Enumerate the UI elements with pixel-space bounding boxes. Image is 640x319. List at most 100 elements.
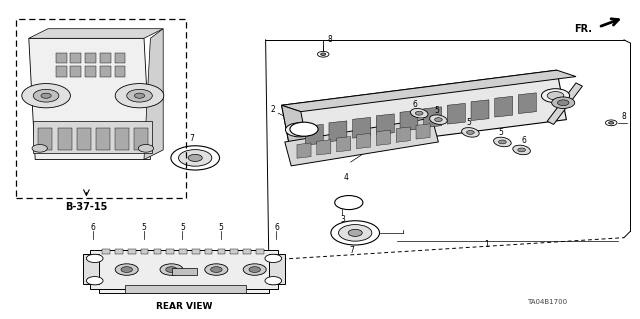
Polygon shape <box>547 83 582 124</box>
Text: B-37-15: B-37-15 <box>65 202 108 212</box>
Text: 5: 5 <box>180 223 185 232</box>
Bar <box>243 249 251 254</box>
Circle shape <box>467 130 474 134</box>
Bar <box>96 128 110 150</box>
Polygon shape <box>376 114 394 135</box>
Ellipse shape <box>429 115 447 124</box>
Circle shape <box>285 123 314 137</box>
Bar <box>85 53 96 63</box>
Text: 6: 6 <box>90 223 95 232</box>
Polygon shape <box>337 137 351 152</box>
Circle shape <box>86 254 103 263</box>
Bar <box>52 54 132 89</box>
Polygon shape <box>29 38 150 160</box>
Bar <box>141 249 148 254</box>
Ellipse shape <box>461 128 479 137</box>
Polygon shape <box>144 29 163 160</box>
Polygon shape <box>495 96 513 117</box>
Polygon shape <box>471 100 489 121</box>
Polygon shape <box>29 29 163 38</box>
Polygon shape <box>376 130 390 145</box>
Bar <box>269 254 285 284</box>
Circle shape <box>609 122 614 124</box>
Text: 6: 6 <box>274 223 279 232</box>
Circle shape <box>435 118 442 122</box>
Circle shape <box>415 111 423 115</box>
Text: 5: 5 <box>466 118 471 127</box>
Circle shape <box>243 264 266 275</box>
Circle shape <box>171 146 220 170</box>
Text: TA04B1700: TA04B1700 <box>527 300 567 305</box>
Bar <box>115 128 129 150</box>
Bar <box>128 249 136 254</box>
Bar <box>205 249 212 254</box>
Bar <box>125 285 246 293</box>
Text: 5: 5 <box>218 223 223 232</box>
Circle shape <box>32 145 47 152</box>
Polygon shape <box>518 93 536 114</box>
Bar <box>70 66 81 77</box>
Text: REAR VIEW: REAR VIEW <box>156 302 212 311</box>
Bar <box>218 249 225 254</box>
Bar <box>90 250 278 289</box>
Circle shape <box>138 145 154 152</box>
Circle shape <box>33 89 59 102</box>
Circle shape <box>179 150 212 166</box>
Circle shape <box>605 120 617 126</box>
Circle shape <box>115 84 164 108</box>
Circle shape <box>265 254 282 263</box>
Text: 8: 8 <box>327 35 332 44</box>
Polygon shape <box>447 103 465 124</box>
Circle shape <box>22 84 70 108</box>
Bar <box>100 66 111 77</box>
Circle shape <box>41 93 51 98</box>
Polygon shape <box>305 124 323 145</box>
Circle shape <box>121 267 132 272</box>
Polygon shape <box>285 118 438 166</box>
Polygon shape <box>317 140 331 155</box>
Bar <box>192 249 200 254</box>
Circle shape <box>205 264 228 275</box>
Circle shape <box>166 267 177 272</box>
Text: 7: 7 <box>349 246 355 255</box>
Text: 7: 7 <box>189 134 195 143</box>
Bar <box>85 66 96 77</box>
Circle shape <box>348 229 362 236</box>
Polygon shape <box>282 70 566 155</box>
Bar <box>115 249 123 254</box>
Text: 6: 6 <box>521 137 526 145</box>
Circle shape <box>134 93 145 98</box>
Bar <box>56 66 67 77</box>
Circle shape <box>290 122 318 136</box>
Circle shape <box>518 148 525 152</box>
Text: 5: 5 <box>434 106 439 115</box>
Ellipse shape <box>493 137 511 147</box>
Bar <box>56 53 67 63</box>
Bar <box>172 268 197 275</box>
Polygon shape <box>416 124 430 139</box>
Circle shape <box>499 140 506 144</box>
Polygon shape <box>329 121 347 142</box>
Circle shape <box>86 277 103 285</box>
Bar <box>70 53 81 63</box>
Text: 8: 8 <box>621 112 627 121</box>
Bar <box>179 249 187 254</box>
Bar <box>166 249 174 254</box>
Circle shape <box>339 225 372 241</box>
Text: 5: 5 <box>498 128 503 137</box>
Circle shape <box>291 126 308 134</box>
Bar <box>230 249 238 254</box>
Polygon shape <box>424 107 442 128</box>
Polygon shape <box>282 70 576 112</box>
Circle shape <box>321 53 326 56</box>
Text: 2: 2 <box>271 105 276 114</box>
Bar <box>134 128 148 150</box>
Circle shape <box>211 267 222 272</box>
Bar <box>99 250 269 293</box>
Circle shape <box>249 267 260 272</box>
Polygon shape <box>396 127 410 142</box>
Bar <box>154 249 161 254</box>
Ellipse shape <box>513 145 531 155</box>
Text: 4: 4 <box>343 173 348 182</box>
Text: 3: 3 <box>340 215 345 224</box>
